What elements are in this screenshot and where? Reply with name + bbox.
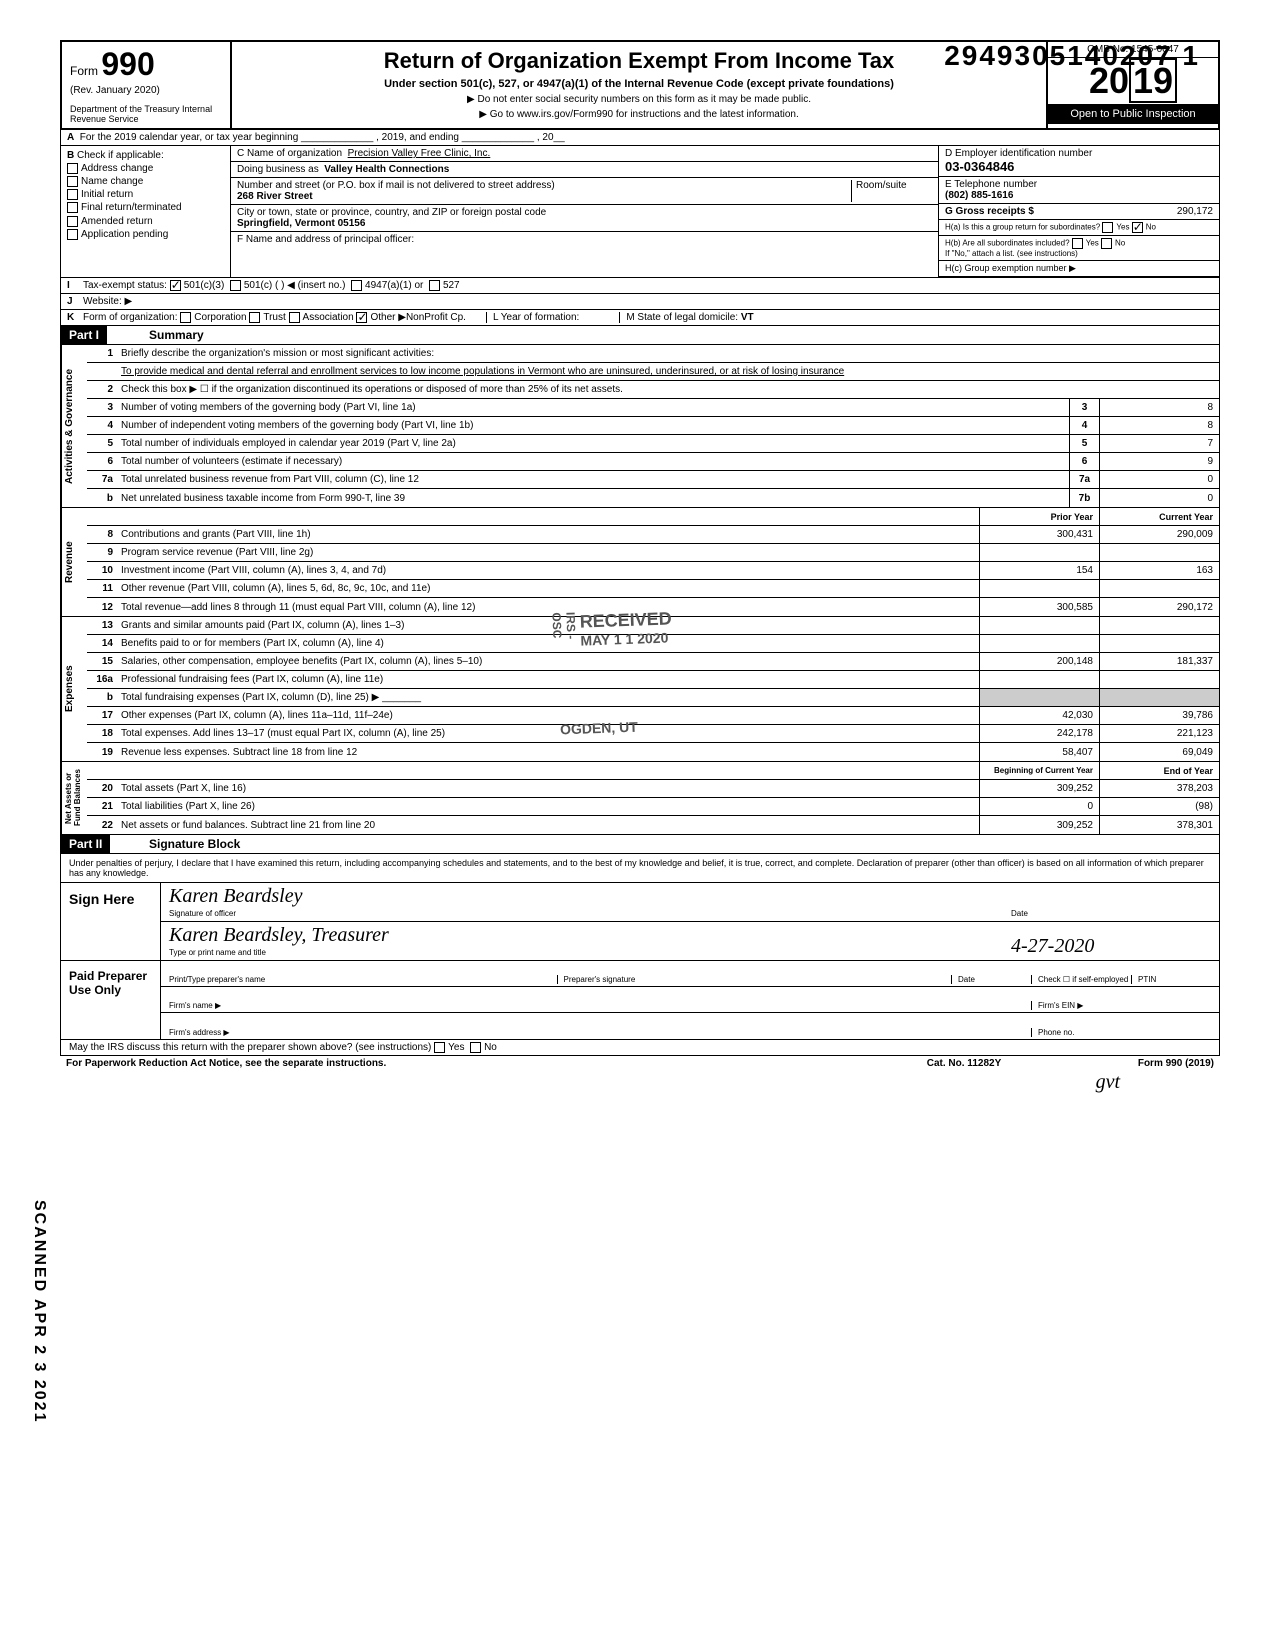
table-row: 9Program service revenue (Part VIII, lin…	[87, 544, 1219, 562]
footer: For Paperwork Reduction Act Notice, see …	[60, 1056, 1220, 1071]
form-note2: ▶ Go to www.irs.gov/Form990 for instruct…	[242, 109, 1036, 120]
sign-date: 4-27-2020	[1011, 935, 1211, 958]
expenses-section: Expenses 13Grants and similar amounts pa…	[60, 617, 1220, 762]
row-j: JWebsite: ▶	[60, 294, 1220, 310]
table-row: 16aProfessional fundraising fees (Part I…	[87, 671, 1219, 689]
row-k: K Form of organization: Corporation Trus…	[60, 310, 1220, 326]
open-inspection: Open to Public Inspection	[1048, 104, 1218, 124]
table-row: 19Revenue less expenses. Subtract line 1…	[87, 743, 1219, 761]
row-i: I Tax-exempt status: 501(c)(3) 501(c) ( …	[60, 278, 1220, 294]
ein: 03-0364846	[945, 159, 1014, 174]
table-row: 6Total number of volunteers (estimate if…	[87, 453, 1219, 471]
table-row: 11Other revenue (Part VIII, column (A), …	[87, 580, 1219, 598]
row-a: A For the 2019 calendar year, or tax yea…	[60, 130, 1220, 146]
col-b: B Check if applicable: Address change Na…	[61, 146, 231, 277]
gross-receipts: 290,172	[1177, 206, 1213, 217]
part2-header: Part II Signature Block	[60, 835, 1220, 854]
officer-signature: Karen Beardsley	[169, 885, 303, 907]
dln: 2949305140207 1	[944, 40, 1200, 72]
section-bcd: B Check if applicable: Address change Na…	[60, 146, 1220, 278]
signature-block: Under penalties of perjury, I declare th…	[60, 854, 1220, 1056]
table-row: 5Total number of individuals employed in…	[87, 435, 1219, 453]
form-rev: (Rev. January 2020)	[70, 85, 222, 96]
col-d: D Employer identification number03-03648…	[939, 146, 1219, 277]
table-row: bNet unrelated business taxable income f…	[87, 489, 1219, 507]
revenue-section: Revenue Prior YearCurrent Year 8Contribu…	[60, 508, 1220, 617]
table-row: 20Total assets (Part X, line 16)309,2523…	[87, 780, 1219, 798]
table-row: 14Benefits paid to or for members (Part …	[87, 635, 1219, 653]
perjury-declaration: Under penalties of perjury, I declare th…	[61, 854, 1219, 883]
table-row: 7aTotal unrelated business revenue from …	[87, 471, 1219, 489]
city: Springfield, Vermont 05156	[237, 218, 365, 229]
col-c: C Name of organization Precision Valley …	[231, 146, 939, 277]
form-number: Form 990	[70, 46, 222, 83]
table-row: 22Net assets or fund balances. Subtract …	[87, 816, 1219, 834]
table-row: 4Number of independent voting members of…	[87, 417, 1219, 435]
activities-governance: Activities & Governance 1Briefly describ…	[60, 345, 1220, 508]
table-row: 17Other expenses (Part IX, column (A), l…	[87, 707, 1219, 725]
table-row: 8Contributions and grants (Part VIII, li…	[87, 526, 1219, 544]
form-title: Return of Organization Exempt From Incom…	[242, 48, 1036, 74]
balances-section: Net Assets orFund Balances Beginning of …	[60, 762, 1220, 835]
street: 268 River Street	[237, 191, 313, 202]
org-name: Precision Valley Free Clinic, Inc.	[348, 148, 491, 159]
part1-header: Part I Summary	[60, 326, 1220, 345]
table-row: 21Total liabilities (Part X, line 26)0(9…	[87, 798, 1219, 816]
initials: gvt	[60, 1071, 1220, 1094]
table-row: 13Grants and similar amounts paid (Part …	[87, 617, 1219, 635]
table-row: 3Number of voting members of the governi…	[87, 399, 1219, 417]
table-row: 18Total expenses. Add lines 13–17 (must …	[87, 725, 1219, 743]
form-subtitle: Under section 501(c), 527, or 4947(a)(1)…	[242, 78, 1036, 90]
table-row: bTotal fundraising expenses (Part IX, co…	[87, 689, 1219, 707]
table-row: 12Total revenue—add lines 8 through 11 (…	[87, 598, 1219, 616]
officer-name-title: Karen Beardsley, Treasurer	[169, 924, 389, 946]
dba: Valley Health Connections	[324, 164, 449, 175]
table-row: 10Investment income (Part VIII, column (…	[87, 562, 1219, 580]
form-note1: ▶ Do not enter social security numbers o…	[242, 94, 1036, 105]
mission: To provide medical and dental referral a…	[117, 366, 1219, 377]
scanned-stamp: SCANNED APR 2 3 2021	[30, 1200, 48, 1423]
table-row: 15Salaries, other compensation, employee…	[87, 653, 1219, 671]
form-dept: Department of the Treasury Internal Reve…	[70, 104, 222, 124]
telephone: (802) 885-1616	[945, 190, 1013, 201]
